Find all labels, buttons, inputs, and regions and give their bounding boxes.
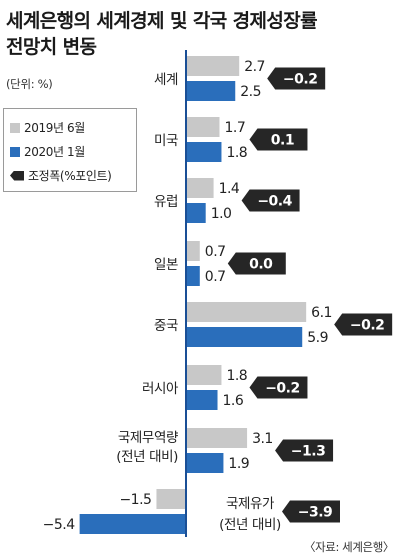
bar-2020: [186, 203, 206, 223]
bar-2019: [156, 489, 186, 509]
adjustment-value: −3.9: [298, 505, 333, 521]
category-label: 세계: [154, 72, 178, 88]
bar-2020: [186, 390, 218, 410]
adjustment-value: −0.2: [350, 318, 385, 334]
bar-2020: [186, 266, 200, 286]
category-label: 국제무역량: [118, 430, 178, 446]
value-label-2020: 2.5: [240, 84, 261, 100]
bar-2020: [79, 514, 186, 534]
adjustment-badge: [275, 439, 334, 462]
category-label: 국제유가: [226, 496, 274, 512]
category-label: 중국: [154, 318, 178, 334]
legend-item-2020: 2020년 1월: [10, 143, 85, 160]
bar-2019: [186, 241, 200, 261]
value-label-2019: 0.7: [205, 244, 226, 260]
legend-label-2020: 2020년 1월: [24, 145, 85, 159]
adjustment-badge: [241, 189, 300, 212]
category-label: (전년 대비): [219, 517, 281, 533]
adjustment-value: −0.2: [283, 72, 318, 88]
value-label-2019: 3.1: [252, 431, 273, 447]
value-label-2020: 0.7: [205, 269, 226, 285]
adjustment-badge: [334, 313, 393, 336]
adjustment-value: −0.4: [257, 194, 292, 210]
bar-2019: [186, 56, 240, 76]
bar-2019: [186, 178, 214, 198]
adjustment-value: 0.0: [249, 257, 273, 273]
legend-swatch-blue: [10, 146, 20, 157]
category-label: 러시아: [142, 381, 179, 397]
value-label-2019: 1.8: [226, 368, 247, 384]
value-label-2019: 2.7: [244, 59, 265, 75]
value-label-2020: 5.9: [307, 330, 328, 346]
adjustment-badge: [267, 67, 326, 90]
bar-2020: [186, 453, 224, 473]
legend-label-2019: 2019년 6월: [24, 121, 85, 135]
bar-2019: [186, 117, 220, 137]
value-label-2020: 1.6: [223, 393, 244, 409]
category-label: 유럽: [154, 194, 178, 210]
adjustment-badge: [249, 128, 308, 151]
chart-title-line2: 전망치 변동: [6, 36, 97, 58]
bar-2020: [186, 81, 236, 101]
bar-2020: [186, 142, 222, 162]
adjustment-badge: [227, 252, 286, 275]
value-label-2019: 1.7: [224, 120, 245, 136]
legend-swatch-adjustment: [10, 170, 24, 181]
legend-swatch-gray: [10, 122, 20, 133]
bar-2020: [186, 327, 303, 347]
value-label-2020: 1.9: [228, 456, 249, 472]
category-label: 일본: [154, 257, 178, 273]
value-label-2019: 1.4: [219, 181, 240, 197]
chart-title-line1: 세계은행의 세계경제 및 각국 경제성장률: [6, 10, 318, 32]
value-label-2020: −5.4: [43, 517, 76, 533]
category-label: 미국: [154, 133, 178, 149]
adjustment-value: −1.3: [291, 444, 326, 460]
bar-2019: [186, 428, 248, 448]
value-label-2019: 6.1: [311, 305, 332, 321]
adjustment-badge: [249, 376, 308, 399]
source-note: 〈자료: 세계은행〉: [303, 540, 394, 554]
legend-item-2019: 2019년 6월: [10, 119, 85, 136]
value-label-2020: 1.0: [211, 206, 232, 222]
category-label: (전년 대비): [116, 449, 178, 465]
bar-2019: [186, 365, 222, 385]
value-label-2020: 1.8: [226, 145, 247, 161]
value-label-2019: −1.5: [119, 492, 151, 508]
adjustment-value: −0.2: [265, 381, 300, 397]
legend-item-adjustment: 조정폭(%포인트): [10, 167, 112, 184]
unit-label: (단위: %): [6, 77, 53, 91]
adjustment-value: 0.1: [271, 133, 294, 149]
legend-label-adjustment: 조정폭(%포인트): [28, 169, 112, 183]
legend: 2019년 6월 2020년 1월 조정폭(%포인트): [3, 108, 137, 192]
bar-2019: [186, 302, 307, 322]
adjustment-badge: [282, 500, 340, 523]
